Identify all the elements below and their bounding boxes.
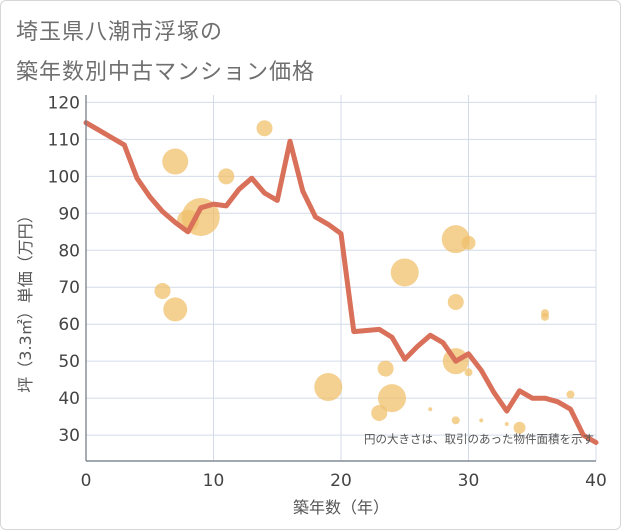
y-tick-label-40: 40	[58, 389, 80, 409]
y-tick-label-80: 80	[58, 241, 80, 261]
y-tick-label-100: 100	[48, 167, 80, 187]
y-tick-labels: 30 40 50 60 70 80 90 100 110 120	[48, 93, 80, 446]
bubble-point-7	[314, 373, 343, 402]
grid-lines	[85, 95, 597, 461]
bubble-point-12	[428, 407, 433, 412]
chart-title-line1: 埼玉県八潮市浮塚の	[16, 20, 224, 45]
bubble-point-9	[377, 360, 394, 377]
bubble-point-18	[451, 416, 460, 425]
y-tick-label-60: 60	[58, 315, 80, 335]
price-line	[83, 120, 599, 445]
bubble-size-note: 円の大きさは、取引のあった物件面積を示す	[364, 432, 594, 446]
y-tick-label-30: 30	[58, 426, 80, 446]
y-tick-label-50: 50	[58, 352, 80, 372]
y-tick-label-90: 90	[58, 204, 80, 224]
bubble-point-5	[154, 282, 171, 299]
x-tick-labels: 0 10 20 30 40	[81, 471, 607, 491]
x-tick-label-30: 30	[458, 471, 480, 491]
x-axis-label: 築年数（年）	[293, 498, 389, 517]
bubble-point-19	[479, 418, 484, 423]
x-tick-label-0: 0	[81, 471, 92, 491]
y-tick-label-110: 110	[48, 130, 80, 150]
axes	[85, 95, 596, 462]
bubble-point-4	[256, 120, 273, 137]
bubble-point-3	[218, 168, 235, 185]
chart-title-line2: 築年数別中古マンション価格	[16, 60, 316, 85]
y-tick-label-70: 70	[58, 278, 80, 298]
y-axis-label: 坪（3.3㎡）単価（万円）	[16, 207, 35, 392]
bubble-point-10	[378, 384, 406, 413]
bubble-point-17	[464, 368, 473, 377]
x-tick-label-20: 20	[330, 471, 352, 491]
x-tick-label-10: 10	[203, 471, 225, 491]
bubble-series	[154, 120, 575, 434]
bubble-point-0	[162, 148, 189, 175]
bubble-point-24	[566, 390, 575, 399]
bubble-point-20	[504, 422, 509, 427]
x-tick-label-40: 40	[585, 471, 607, 491]
bubble-point-11	[390, 258, 419, 287]
bubble-point-15	[447, 294, 464, 311]
bubble-point-23	[541, 312, 549, 321]
price-line-series	[83, 120, 599, 445]
bubble-point-14	[461, 235, 476, 250]
bubble-point-21	[513, 421, 526, 434]
bubble-point-6	[163, 297, 188, 322]
y-tick-label-120: 120	[48, 93, 80, 113]
